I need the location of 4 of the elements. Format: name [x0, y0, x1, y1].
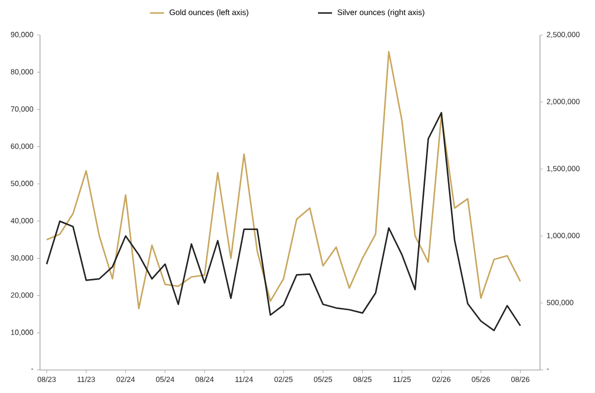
line-series: [46, 51, 522, 310]
legend-label: Gold ounces (left axis): [170, 9, 248, 17]
line-series: [46, 112, 522, 332]
legend-label: Silver ounces (right axis): [338, 9, 424, 17]
